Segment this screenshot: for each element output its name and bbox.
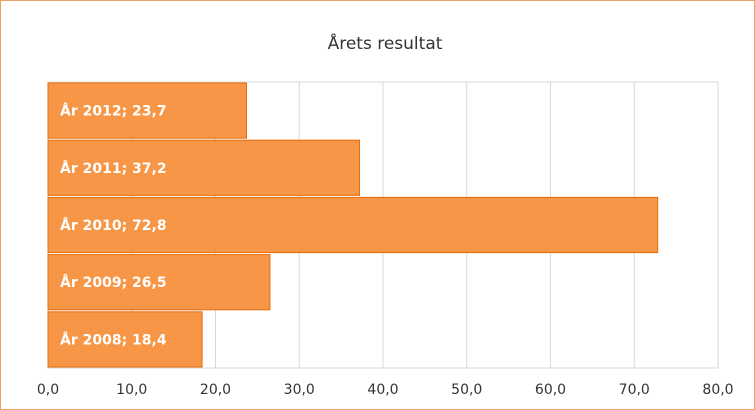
x-tick-label: 0,0 [37, 382, 59, 398]
x-tick-label: 40,0 [367, 382, 398, 398]
x-tick-label: 50,0 [451, 382, 482, 398]
x-tick-label: 70,0 [619, 382, 650, 398]
x-tick-label: 20,0 [200, 382, 231, 398]
bar [47, 82, 247, 139]
data-label: År 2012; 23,7 [60, 103, 167, 120]
data-label: År 2009; 26,5 [60, 274, 167, 291]
x-tick-label: 10,0 [116, 382, 147, 398]
bar [47, 311, 203, 368]
bar [47, 196, 659, 254]
x-tick-label: 60,0 [535, 382, 566, 398]
x-tick-label: 30,0 [284, 382, 315, 398]
x-tick-label: 80,0 [702, 382, 733, 398]
bar [47, 139, 361, 196]
data-label: År 2011; 37,2 [60, 160, 167, 177]
bar [47, 254, 271, 311]
data-label: År 2008; 18,4 [60, 331, 167, 348]
chart-title: Årets resultat [328, 32, 443, 54]
data-label: År 2010; 72,8 [60, 217, 167, 234]
